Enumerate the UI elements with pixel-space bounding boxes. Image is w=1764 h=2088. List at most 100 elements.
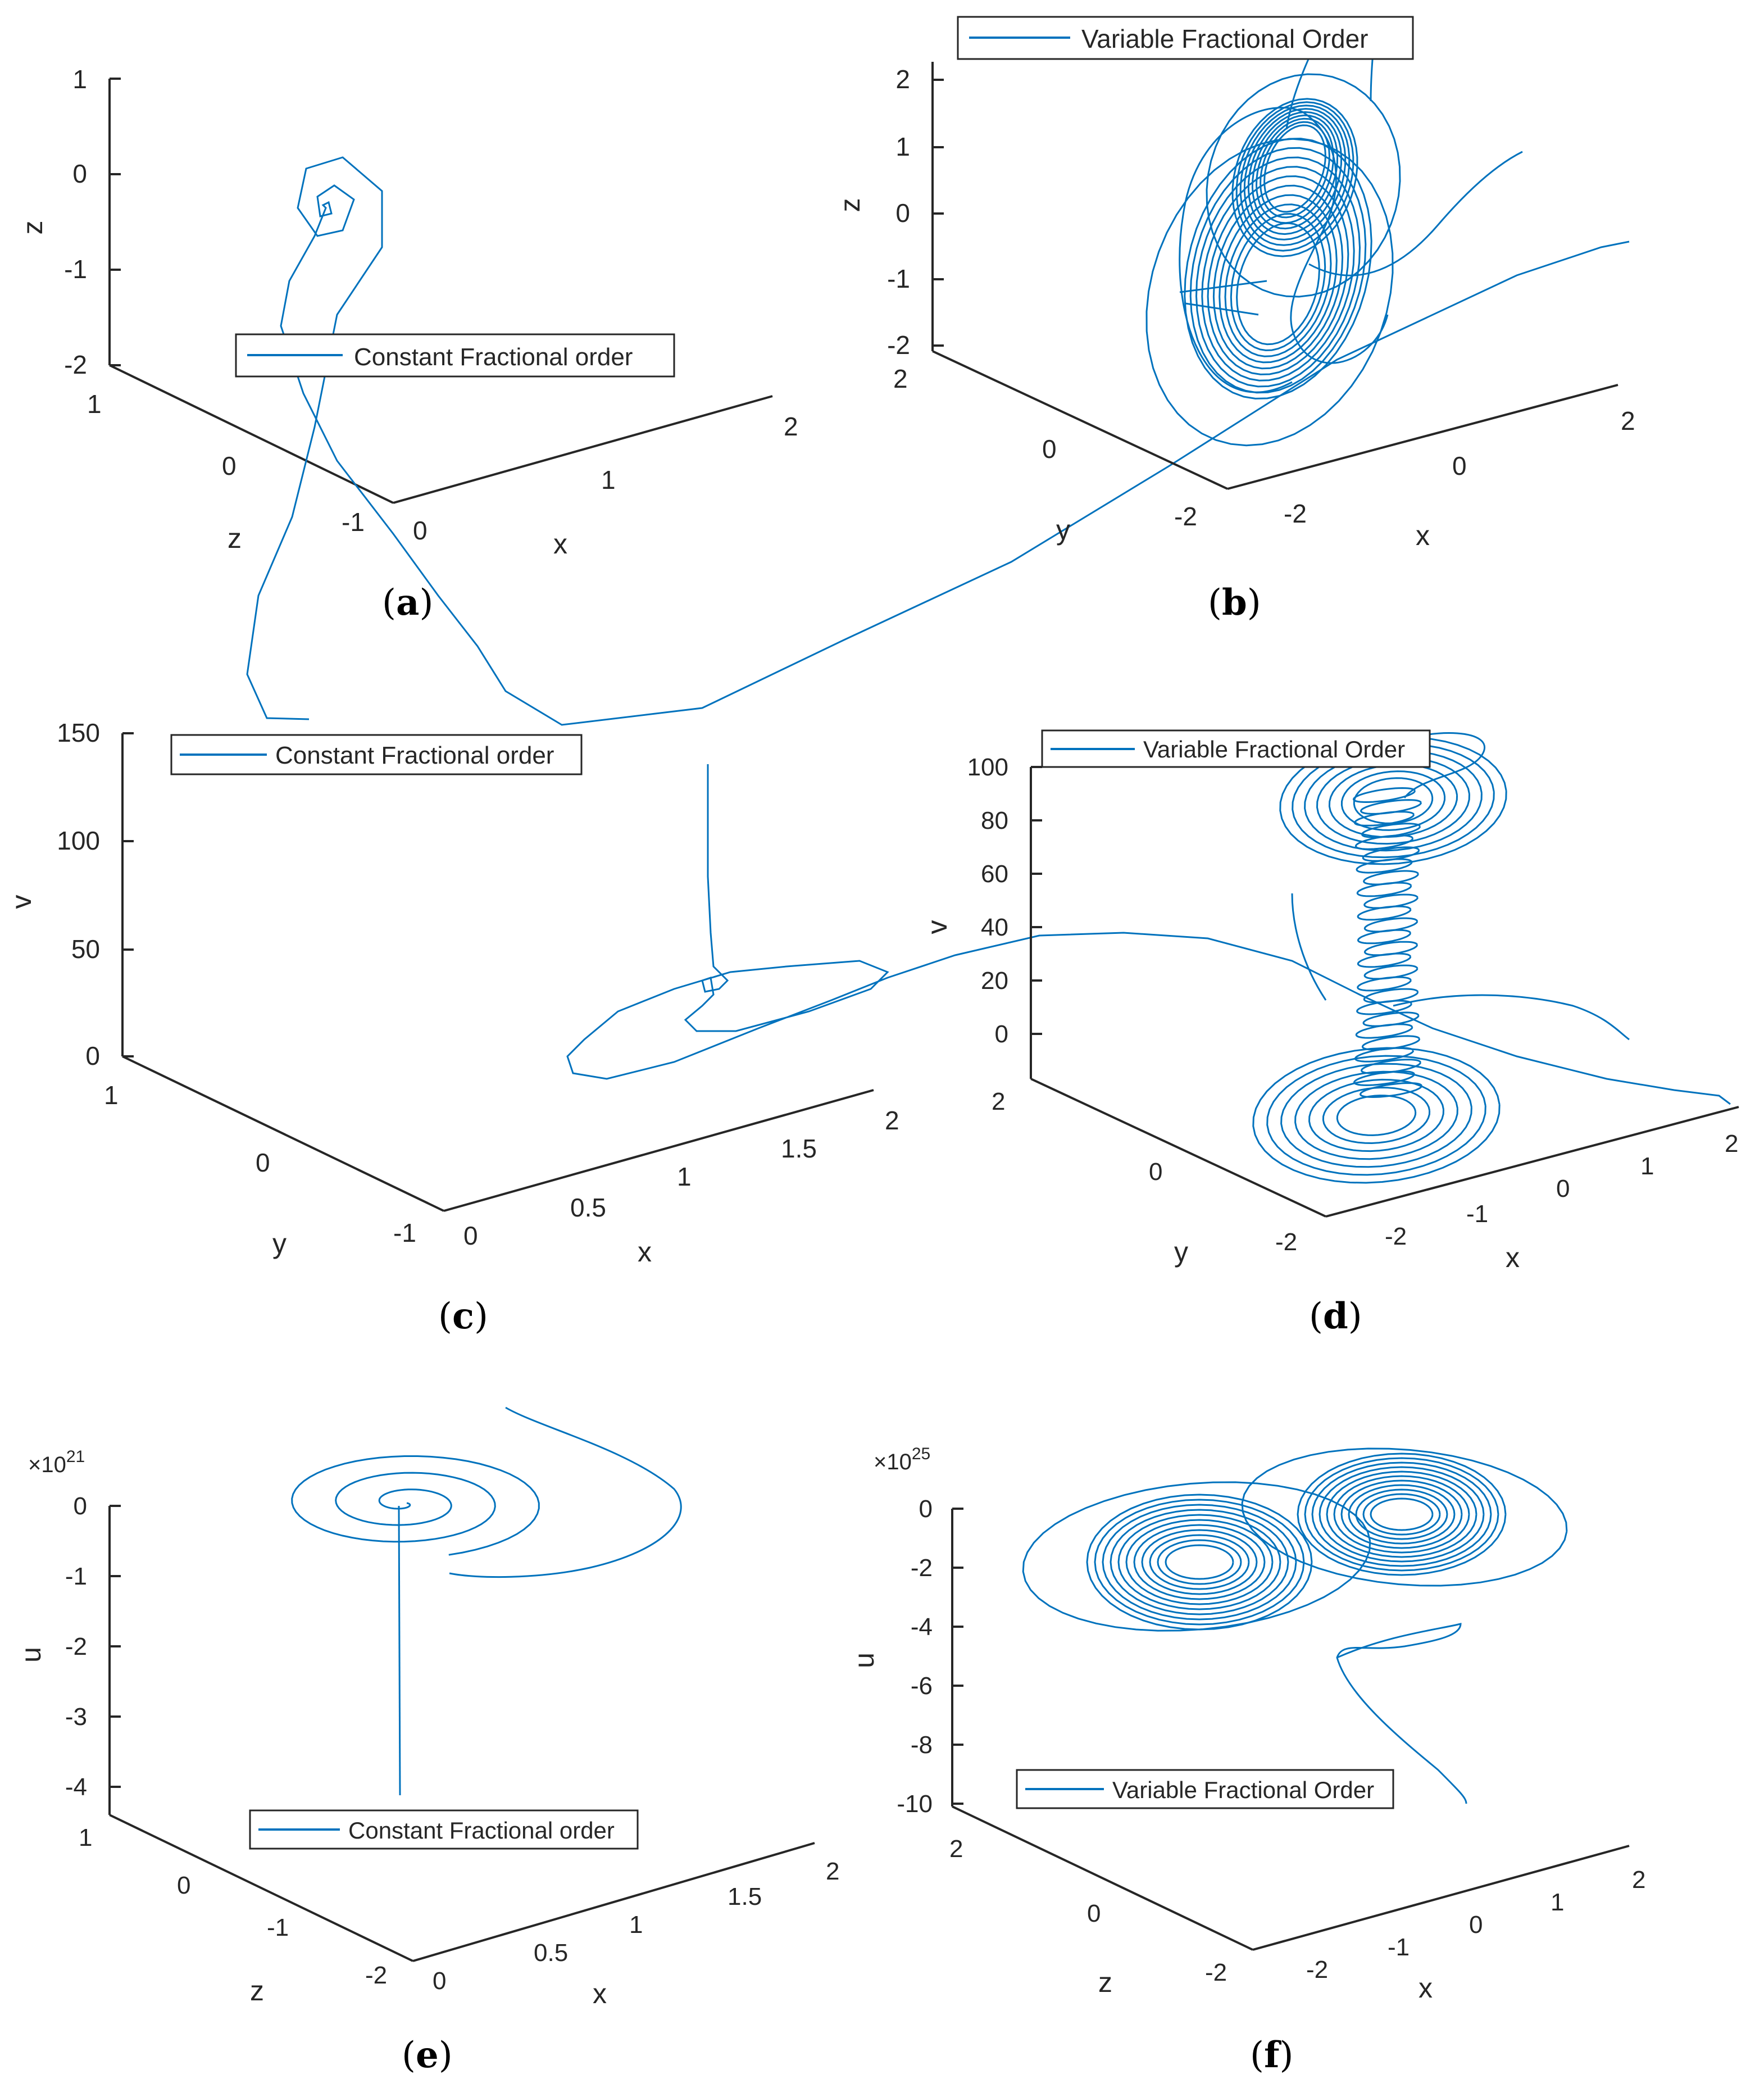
panel-d-helix-loop <box>1266 1055 1486 1176</box>
panel-f-caption: (f) <box>1250 2034 1294 2076</box>
panel-d-helix-loop <box>1304 750 1483 852</box>
panel-f-vtick: -4 <box>911 1613 933 1641</box>
panel-c-vertical-label: v <box>6 895 37 909</box>
panel-e-vtick: -4 <box>65 1773 87 1801</box>
panel-d-helix-loop <box>1354 834 1414 850</box>
panel-d-helix-loop <box>1357 952 1412 968</box>
panel-a-trajectory <box>246 156 1630 726</box>
panel-a-vtick: 1 <box>72 65 87 94</box>
panel-f-scroll-loop <box>1319 1466 1485 1563</box>
panel-e-labels: ×1021 0 -1 -2 -3 -4 1 0 -1 -2 0 0.5 1 1.… <box>15 1447 839 2009</box>
panel-e-legend: Constant Fractional order <box>249 1809 639 1850</box>
panel-c-vtick: 50 <box>71 934 100 964</box>
panel-e-x-tick: 1.5 <box>728 1883 762 1910</box>
panel-f-depth-tick: -2 <box>1205 1959 1227 1986</box>
panel-e-x-tick: 2 <box>826 1858 839 1885</box>
panel-a-x-label: x <box>553 528 567 560</box>
panel-d-helix-loop <box>1356 1000 1412 1015</box>
panel-a-x-tick: 1 <box>601 465 616 494</box>
panel-d-helix-loop <box>1363 893 1419 909</box>
panel-d-helix-loop <box>1356 882 1412 897</box>
panel-d-helix-loop <box>1362 846 1420 862</box>
panel-e-spiral <box>291 1455 540 1556</box>
panel-d-x-label: x <box>1506 1242 1520 1273</box>
panel-f-depth-label: z <box>1098 1967 1112 1998</box>
panel-d-vtick: 60 <box>981 860 1008 888</box>
panel-a-x-tick: 0 <box>413 516 428 545</box>
panel-f-scroll-loop <box>1117 1514 1281 1610</box>
panel-f-depth-axis <box>952 1805 1253 1951</box>
panel-f-legend-label: Variable Fractional Order <box>1112 1777 1374 1803</box>
panel-e-depth-axis <box>109 1814 413 1962</box>
panel-f-depth-tick: 0 <box>1087 1900 1101 1927</box>
panel-a-depth-label: z <box>228 523 242 554</box>
panel-f-scroll-loop <box>1333 1475 1470 1554</box>
panel-b-labels: 2 1 0 -1 -2 2 0 -2 -2 0 2 z y x <box>834 65 1635 551</box>
panel-e-tail <box>449 1406 682 1578</box>
panel-f-scroll-loop <box>1311 1461 1492 1567</box>
panel-f-scroll-loop <box>1157 1539 1242 1585</box>
panel-f-labels: ×1025 0 -2 -4 -6 -8 -10 2 0 -2 -2 -1 0 1… <box>848 1445 1645 2004</box>
panel-f-scroll-loop <box>1362 1493 1441 1536</box>
panel-d-vtick: 20 <box>981 967 1008 995</box>
panel-d-x-tick: 0 <box>1556 1175 1570 1202</box>
panel-f-scroll-loop <box>1094 1499 1305 1626</box>
panel-c-x-tick: 0 <box>463 1221 478 1250</box>
panel-a-legend: Constant Fractional order <box>235 333 675 378</box>
panel-f-vertical-label: u <box>848 1653 880 1668</box>
panel-d-depth-tick: 0 <box>1149 1158 1162 1186</box>
panel-d-depth-axis <box>1030 1078 1326 1218</box>
panel-d <box>1030 766 1739 1218</box>
panel-d-vtick: 0 <box>995 1020 1008 1048</box>
panel-b-legend-label: Variable Fractional Order <box>1081 24 1368 53</box>
panel-a <box>108 78 773 504</box>
panel-b-attractor-loop <box>1255 117 1335 224</box>
panel-d-helix-loop <box>1360 1059 1421 1074</box>
panel-c-labels: 150 100 50 0 1 0 -1 0 0.5 1 1.5 2 v y x <box>6 718 899 1268</box>
panel-f-depth-tick: 2 <box>949 1835 963 1863</box>
panel-b-vtick: 0 <box>895 198 910 228</box>
panel-d-legend: Variable Fractional Order <box>1041 729 1431 768</box>
panel-c-depth-tick: -1 <box>393 1218 416 1247</box>
panel-a-depth-axis <box>109 364 394 504</box>
panel-e-caption: (e) <box>402 2034 453 2076</box>
panel-d-helix-loop <box>1363 988 1419 1004</box>
panel-c <box>121 732 874 1212</box>
panel-b-depth-tick: -2 <box>1174 502 1197 531</box>
panel-a-vtick: -1 <box>64 255 87 284</box>
panel-e-legend-label: Constant Fractional order <box>348 1817 615 1844</box>
panel-d-helix-loop <box>1353 777 1434 824</box>
panel-f-scroll-loop <box>1326 1470 1477 1558</box>
panel-a-vtick: 0 <box>72 159 87 188</box>
panel-a-depth-tick: -1 <box>342 507 365 537</box>
panel-d-helix-loop <box>1363 941 1419 956</box>
panel-b-x-tick: 2 <box>1621 406 1635 435</box>
panel-b-vtick: -2 <box>887 330 910 360</box>
panel-b-attractor-loop <box>1145 138 1394 447</box>
panel-a-depth-tick: 1 <box>87 389 102 419</box>
panel-f-scroll-loop <box>1370 1497 1434 1531</box>
panel-b-attractor-loop <box>1201 166 1355 382</box>
panel-e-vtick: 0 <box>74 1492 87 1520</box>
panel-b-trajectory <box>1145 16 1523 447</box>
panel-d-helix-tail <box>1291 893 1327 1001</box>
panel-d-helix-loop <box>1279 736 1507 865</box>
panel-d-caption: (d) <box>1309 1295 1362 1337</box>
panel-d-depth-tick: -2 <box>1275 1228 1297 1256</box>
panel-f-x-tick: -1 <box>1388 1933 1410 1961</box>
panel-c-legend-label: Constant Fractional order <box>275 742 554 769</box>
panel-b-legend: Variable Fractional Order <box>957 16 1414 60</box>
panel-f-scroll-loop <box>1022 1481 1371 1632</box>
panel-d-helix-loop <box>1359 1082 1422 1099</box>
panel-d-helix-loop <box>1363 870 1419 886</box>
panel-f-scroll-loop <box>1133 1524 1266 1600</box>
panel-f-scroll-loop <box>1304 1457 1499 1572</box>
panel-c-depth-label: y <box>272 1228 287 1259</box>
panel-d-vtick: 100 <box>967 754 1008 781</box>
panel-a-vertical-label: z <box>17 221 48 235</box>
panel-f-vtick: -8 <box>911 1731 933 1759</box>
panel-d-helix-loop <box>1322 1086 1431 1145</box>
panel-d-vtick: 40 <box>981 914 1008 941</box>
panel-e-x-tick: 1 <box>629 1911 643 1939</box>
